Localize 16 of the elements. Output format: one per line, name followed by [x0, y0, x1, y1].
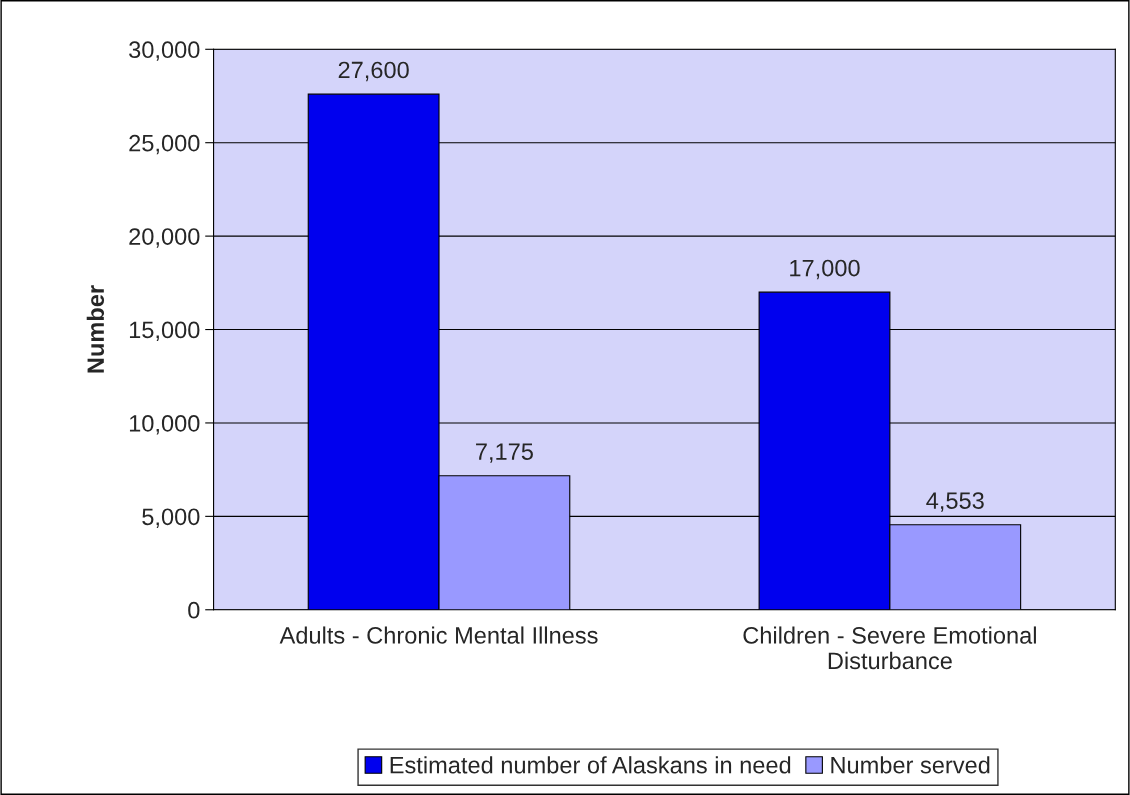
data-label: 27,600 [338, 61, 409, 82]
y-tick-label: 25,000 [129, 134, 200, 155]
y-tick-label: 15,000 [129, 321, 200, 342]
data-label: 17,000 [790, 259, 860, 280]
data-label: 4,553 [926, 492, 984, 512]
y-tick-label: 0 [188, 601, 200, 619]
y-tick-label: 20,000 [129, 228, 200, 248]
y-tick-label: 5,000 [142, 508, 200, 528]
y-tick-label: 10,000 [129, 415, 200, 435]
y-tick-label: 30,000 [129, 41, 200, 61]
data-label: 7,175 [476, 443, 533, 463]
legend-label: Estimated number of Alaskans in need [390, 756, 791, 774]
x-tick-label: Adults - Chronic Mental Illness [279, 626, 598, 644]
legend-label: Number served [831, 756, 990, 774]
x-tick-label: Children - Severe Emotional Disturbance [743, 626, 1036, 670]
y-axis-title: Number [86, 285, 105, 373]
